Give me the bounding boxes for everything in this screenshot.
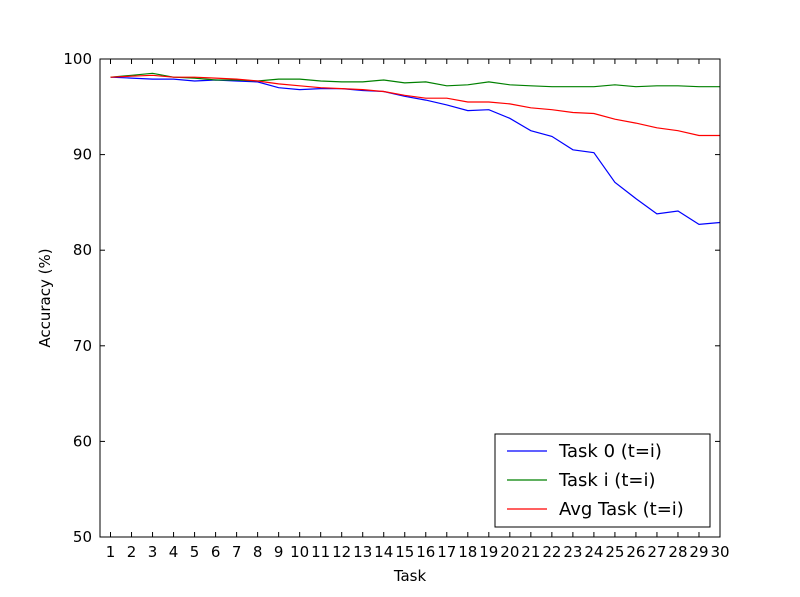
x-tick-label: 8 [253, 543, 263, 561]
series-line-1 [110, 72, 720, 88]
x-tick-label: 12 [332, 543, 351, 561]
x-tick-label: 9 [274, 543, 284, 561]
x-tick-label: 5 [190, 543, 200, 561]
y-tick-label: 100 [63, 50, 92, 68]
legend-label: Task i (t=i) [558, 470, 655, 491]
x-tick-label: 29 [689, 543, 708, 561]
x-tick-label: 11 [311, 543, 330, 561]
legend: Task 0 (t=i) Task i (t=i) Avg Task (t=i) [494, 433, 711, 528]
x-axis-label: Task [393, 567, 427, 585]
x-tick-label: 7 [232, 543, 242, 561]
ticks-layer [100, 58, 721, 538]
legend-label: Avg Task (t=i) [559, 499, 684, 520]
x-tick-label: 17 [437, 543, 456, 561]
series-layer [110, 72, 721, 226]
x-tick-label: 3 [148, 543, 158, 561]
y-tick-label: 70 [73, 337, 92, 355]
x-tick-label: 23 [563, 543, 582, 561]
series-line-0 [110, 76, 721, 226]
x-tick-label: 27 [647, 543, 666, 561]
y-axis-label: Accuracy (%) [36, 248, 54, 347]
x-tick-label: 18 [458, 543, 477, 561]
x-tick-label: 2 [127, 543, 137, 561]
x-tick-label: 19 [479, 543, 498, 561]
x-tick-label: 15 [395, 543, 414, 561]
x-tick-label: 14 [374, 543, 393, 561]
x-tick-label: 28 [668, 543, 687, 561]
x-tick-label: 16 [416, 543, 435, 561]
x-tick-label: 13 [353, 543, 372, 561]
x-tick-label: 26 [626, 543, 645, 561]
plot-frame [99, 58, 721, 538]
x-tick-label: 4 [169, 543, 179, 561]
x-tick-label: 1 [106, 543, 116, 561]
series-line-2 [110, 74, 720, 137]
y-tick-label: 90 [73, 146, 92, 164]
x-tick-label: 30 [710, 543, 729, 561]
x-tick-label: 24 [584, 543, 603, 561]
x-tick-label: 25 [605, 543, 624, 561]
legend-label: Task 0 (t=i) [558, 441, 662, 462]
y-tick-label: 50 [73, 528, 92, 546]
x-tick-label: 20 [500, 543, 519, 561]
x-tick-label: 10 [290, 543, 309, 561]
y-tick-label: 80 [73, 241, 92, 259]
y-tick-label: 60 [73, 432, 92, 450]
x-tick-label: 6 [211, 543, 221, 561]
x-tick-label: 21 [521, 543, 540, 561]
x-tick-label: 22 [542, 543, 561, 561]
